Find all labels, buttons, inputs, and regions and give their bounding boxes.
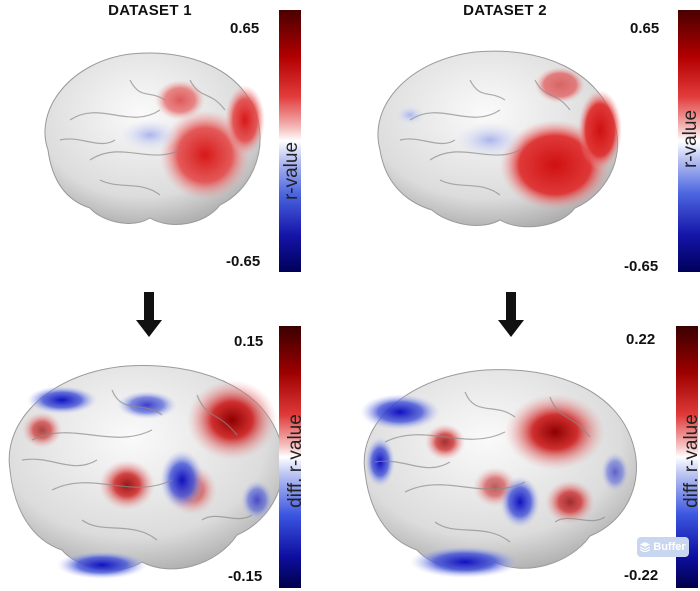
buffer-badge[interactable]: Buffer xyxy=(637,537,689,557)
buffer-badge-label: Buffer xyxy=(653,541,686,553)
colorbar-top-right-max: 0.65 xyxy=(630,20,660,37)
buffer-layers-icon xyxy=(640,542,651,552)
colorbar-bottom-left xyxy=(279,326,301,588)
colorbar-bottom-right-max: 0.22 xyxy=(626,331,656,348)
colorbar-bottom-right-label: diff. r-value xyxy=(681,414,700,508)
colorbar-top-left xyxy=(279,10,301,272)
brain-dataset1-top xyxy=(44,52,265,225)
brain-dataset2-diff xyxy=(360,369,637,578)
colorbar-top-left-label: r-value xyxy=(281,141,302,201)
down-arrow-icon xyxy=(498,292,524,337)
colorbar-top-left-min: -0.65 xyxy=(226,253,261,270)
colorbar-bottom-left-label: diff. r-value xyxy=(285,414,306,508)
colorbar-top-right-label: r-value xyxy=(680,109,700,169)
colorbar-bottom-right-min: -0.22 xyxy=(624,567,659,584)
colorbar-top-left-max: 0.65 xyxy=(230,20,260,37)
brain-dataset1-diff xyxy=(8,365,284,579)
colorbar-bottom-left-max: 0.15 xyxy=(234,333,264,350)
colorbar-top-right-min: -0.65 xyxy=(624,258,659,275)
colorbar-bottom-left-min: -0.15 xyxy=(228,568,263,585)
brain-dataset2-top xyxy=(377,50,622,228)
colorbar-bottom-right xyxy=(676,326,698,588)
down-arrow-icon xyxy=(136,292,162,337)
dataset2-title: DATASET 2 xyxy=(463,2,547,19)
colorbar-top-right xyxy=(678,10,700,272)
dataset1-title: DATASET 1 xyxy=(108,2,192,19)
